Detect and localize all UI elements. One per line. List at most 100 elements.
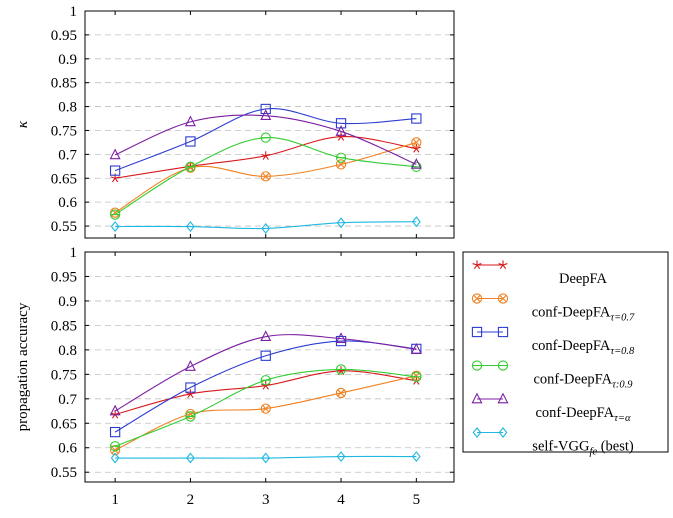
x-tick-label: 2: [187, 492, 195, 508]
legend-marker: [497, 392, 509, 404]
legend-entry: conf-DeepFAτ=0.8: [471, 326, 635, 357]
x-tick-label: 4: [337, 492, 345, 508]
data-point: [260, 103, 271, 115]
series-5: [109, 330, 422, 416]
data-point: [335, 152, 347, 163]
series-line: [114, 114, 417, 165]
y-tick-label: 0.9: [58, 52, 77, 68]
legend-marker: [471, 360, 483, 371]
legend-marker: [498, 427, 508, 438]
legend-marker: [498, 260, 508, 270]
y-tick-label: 1: [70, 245, 78, 261]
data-point: [410, 342, 422, 354]
data-point: [261, 380, 271, 390]
legend-label: conf-DeepFAτ=0.8: [532, 338, 635, 357]
data-point: [186, 221, 195, 233]
series-line: [114, 340, 417, 433]
data-point: [261, 151, 271, 160]
data-point: [335, 125, 347, 136]
y-tick-label: 0.6: [58, 195, 77, 211]
y-axis: 0.55 0.6 0.65 0.7 0.75 0.8 0.85 0.9 0.95 1: [51, 4, 454, 235]
series-line: [114, 108, 417, 172]
y-tick-label: 0.7: [58, 147, 77, 163]
data-point: [109, 426, 121, 438]
y-tick-label: 0.8: [58, 343, 77, 359]
legend-marker: [472, 427, 482, 438]
y-tick-label: 1: [70, 4, 78, 20]
legend-entry: DeepFA: [472, 260, 608, 287]
legend-marker: [472, 260, 482, 270]
data-point: [260, 132, 271, 143]
kappa-chart: 0.55 0.6 0.65 0.7 0.75 0.8 0.85 0.9 0.95 1 κ: [15, 4, 455, 239]
series-5: [109, 109, 422, 169]
series-3: [109, 103, 422, 176]
x-axis: 1 2 3 4 5: [111, 252, 420, 508]
data-point: [260, 375, 271, 386]
data-point: [110, 221, 120, 233]
y-axis: 0.55 0.6 0.65 0.7 0.75 0.8 0.85 0.9 0.95 1: [51, 245, 454, 481]
data-point: [184, 360, 196, 371]
data-point: [109, 445, 121, 456]
y-axis-label: κ: [15, 120, 31, 128]
x-tick-label: 1: [111, 492, 119, 508]
series-3: [109, 335, 422, 438]
data-point: [335, 364, 347, 375]
data-point: [335, 332, 347, 343]
legend-label: conf-DeepFAτ=α: [535, 405, 630, 424]
data-point: [411, 216, 421, 228]
data-point: [185, 411, 196, 422]
data-point: [411, 451, 421, 463]
series-2: [109, 137, 422, 218]
y-tick-label: 0.75: [51, 123, 77, 139]
y-tick-label: 0.9: [58, 294, 77, 310]
data-point: [260, 330, 272, 342]
y-tick-label: 0.7: [58, 392, 77, 408]
data-point: [335, 335, 347, 347]
legend-marker: [471, 293, 483, 304]
data-point: [109, 165, 121, 176]
data-point: [185, 136, 196, 147]
data-point: [336, 366, 346, 375]
y-tick-label: 0.55: [51, 465, 77, 481]
legend-entry: conf-DeepFAτ=0.7: [471, 293, 635, 324]
data-point: [110, 452, 120, 464]
series-group: [109, 103, 422, 234]
data-point: [335, 118, 347, 129]
data-point: [109, 404, 121, 416]
series-1: [110, 132, 421, 183]
series-group: [109, 330, 422, 464]
legend-marker: [497, 326, 509, 338]
data-point: [186, 452, 195, 464]
series-6: [110, 451, 421, 464]
y-tick-label: 0.95: [51, 269, 77, 285]
data-point: [335, 387, 347, 399]
data-point: [109, 441, 121, 452]
data-point: [185, 382, 196, 393]
data-point: [185, 408, 196, 420]
data-point: [260, 109, 272, 121]
y-axis-label: propagation accuracy: [15, 302, 31, 431]
series-line: [114, 334, 417, 412]
data-point: [336, 451, 346, 463]
data-point: [411, 137, 422, 148]
y-tick-label: 0.85: [51, 318, 77, 334]
x-axis: [114, 11, 417, 238]
legend-entry: conf-DeepFAτ=α: [471, 392, 631, 424]
series-line: [115, 221, 417, 230]
y-tick-label: 0.55: [51, 219, 77, 235]
data-point: [261, 452, 271, 464]
legend-frame: [462, 251, 669, 453]
data-point: [411, 144, 421, 153]
legend-marker: [497, 360, 509, 371]
data-point: [260, 403, 271, 414]
series-6: [110, 216, 421, 234]
data-point: [261, 222, 271, 234]
legend-marker: [497, 293, 509, 304]
y-tick-label: 0.6: [58, 441, 77, 457]
propagation-accuracy-chart: 0.55 0.6 0.65 0.7 0.75 0.8 0.85 0.9 0.95 1 1 2 3 4 5 pr…: [15, 245, 455, 508]
x-tick-label: 3: [262, 492, 270, 508]
data-point: [260, 350, 271, 361]
legend-entry: self-VGGfe (best): [472, 427, 634, 458]
data-point: [110, 409, 120, 419]
